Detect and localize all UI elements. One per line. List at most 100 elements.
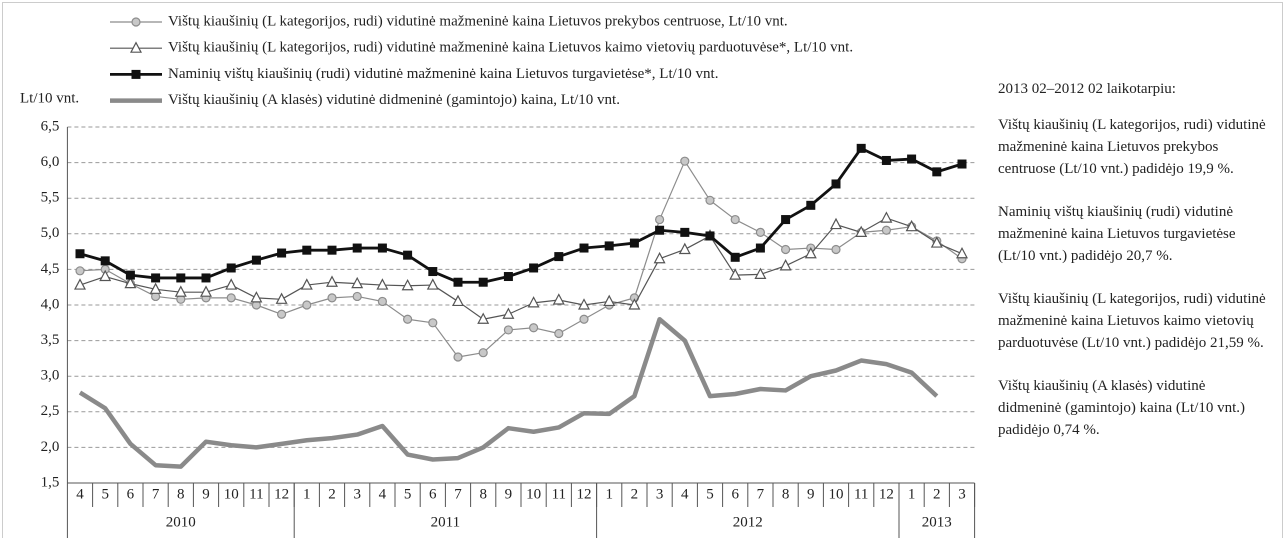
x-tick-label: 12	[577, 486, 592, 502]
x-tick-label: 2	[328, 486, 336, 502]
x-tick-label: 8	[782, 486, 790, 502]
data-point	[806, 200, 816, 210]
data-point	[327, 245, 337, 255]
year-label: 2013	[922, 514, 952, 530]
data-point	[428, 267, 438, 277]
x-tick-label: 5	[706, 486, 714, 502]
data-point	[705, 195, 715, 205]
data-point	[302, 300, 312, 310]
data-point	[705, 231, 715, 241]
note: Naminių vištų kiaušinių (rudi) vidutinė …	[998, 204, 1236, 264]
data-point	[780, 244, 791, 255]
y-tick-label: 1,5	[41, 474, 60, 490]
data-point	[804, 246, 817, 259]
x-tick-label: 4	[379, 486, 387, 502]
legend-marker	[130, 41, 142, 53]
year-label: 2012	[733, 514, 763, 530]
data-point	[75, 249, 85, 259]
data-point	[201, 273, 211, 283]
legend-label: Vištų kiaušinių (L kategorijos, rudi) vi…	[168, 40, 853, 56]
data-point	[881, 155, 891, 165]
x-tick-label: 7	[454, 486, 462, 502]
data-point	[478, 277, 488, 287]
data-point	[250, 291, 263, 303]
data-point	[352, 243, 362, 253]
x-tick-label: 1	[303, 486, 311, 502]
x-tick-label: 9	[505, 486, 513, 502]
series-line	[79, 217, 963, 320]
legend-label: Naminių vištų kiaušinių (rudi) vidutinė …	[168, 66, 718, 82]
data-point	[680, 227, 690, 237]
x-tick-label: 1	[908, 486, 916, 502]
data-point	[453, 352, 463, 362]
data-point	[275, 292, 288, 304]
data-point	[957, 159, 967, 169]
data-point	[831, 244, 841, 255]
data-point	[426, 278, 439, 290]
data-point	[99, 269, 112, 282]
y-axis-label: Lt/10 vnt.	[20, 90, 79, 106]
data-point	[529, 263, 539, 273]
data-point	[730, 252, 740, 262]
data-point	[503, 325, 513, 335]
data-point	[478, 348, 488, 358]
data-point	[100, 256, 110, 266]
data-point	[730, 214, 740, 225]
notes: 2013 02–2012 02 laikotarpiu: Vištų kiauš…	[998, 78, 1266, 538]
data-point	[528, 323, 539, 333]
data-point	[428, 318, 438, 328]
data-point	[277, 248, 287, 258]
data-point	[327, 293, 337, 303]
data-point	[401, 278, 414, 291]
x-tick-label: 1	[605, 486, 613, 502]
data-point	[351, 276, 364, 289]
y-tick-label: 6,5	[41, 118, 60, 134]
data-point	[552, 293, 565, 305]
data-point	[831, 179, 841, 189]
x-tick-label: 7	[152, 486, 160, 502]
year-label: 2010	[166, 514, 196, 530]
data-point	[579, 243, 589, 253]
data-point	[125, 270, 135, 280]
data-point	[502, 307, 515, 319]
note: Vištų kiaušinių (A klasės) vidutinė didm…	[998, 378, 1246, 438]
data-point	[174, 285, 187, 297]
x-tick-label: 3	[656, 486, 664, 502]
data-point	[830, 217, 842, 230]
data-point	[881, 225, 892, 235]
x-tick-label: 10	[829, 486, 844, 502]
note: Vištų kiaušinių (L kategorijos, rudi) vi…	[998, 117, 1266, 177]
data-point	[880, 211, 893, 223]
y-tick-label: 3,5	[41, 332, 60, 348]
data-point	[277, 309, 287, 319]
x-tick-label: 4	[76, 486, 84, 502]
x-tick-label: 8	[177, 486, 185, 502]
data-point	[680, 156, 690, 166]
x-tick-label: 12	[274, 486, 289, 502]
y-tick-label: 5,0	[41, 225, 60, 241]
data-point	[755, 243, 765, 253]
data-point	[452, 294, 464, 307]
data-point	[503, 272, 513, 282]
data-point	[856, 143, 866, 153]
data-point	[300, 278, 313, 290]
x-tick-label: 6	[731, 486, 739, 502]
data-point	[225, 278, 238, 290]
y-tick-label: 5,5	[41, 190, 60, 206]
x-tick-label: 2	[631, 486, 639, 502]
data-point	[352, 291, 362, 302]
data-point	[930, 236, 943, 248]
data-point	[151, 273, 161, 283]
data-point	[124, 276, 137, 289]
data-point	[302, 245, 312, 255]
note: Vištų kiaušinių (L kategorijos, rudi) vi…	[998, 291, 1266, 351]
x-tick-label: 10	[224, 486, 239, 502]
x-tick-label: 11	[249, 486, 263, 502]
data-point	[226, 263, 236, 273]
y-tick-label: 6,0	[41, 154, 60, 170]
data-point	[176, 273, 186, 283]
series-line	[79, 146, 963, 284]
data-point	[403, 250, 413, 260]
